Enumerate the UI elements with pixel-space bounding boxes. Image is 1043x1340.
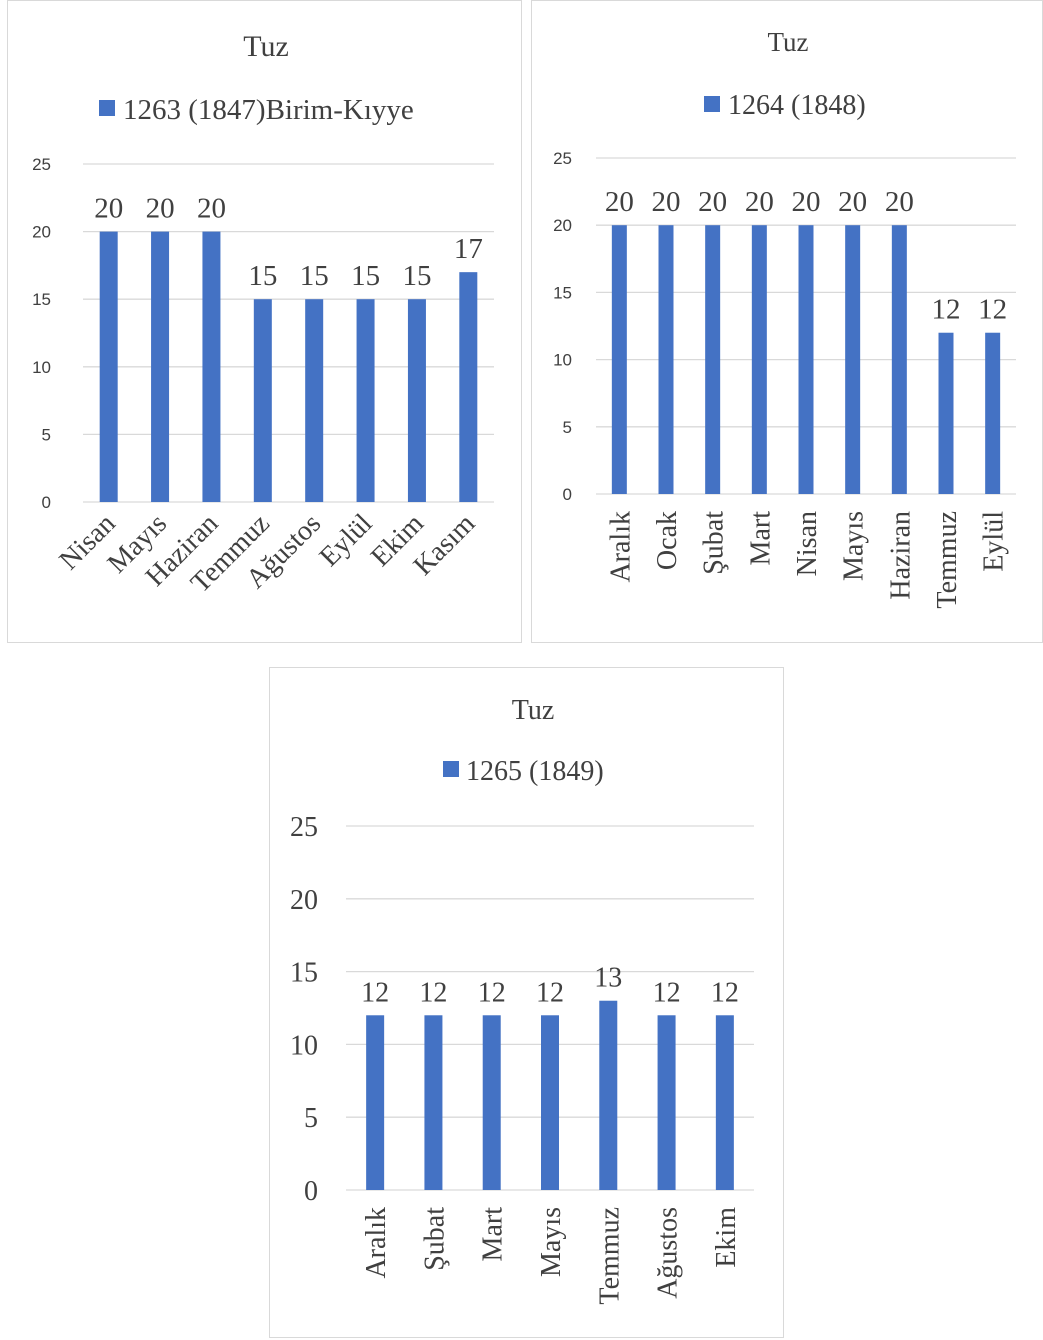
chart-1848-x-tick-label: Ocak	[652, 511, 683, 570]
chart-1849-y-tick-label: 0	[304, 1176, 318, 1207]
chart-1848-data-label: 20	[745, 186, 774, 218]
chart-1849-x-tick-label: Mart	[478, 1207, 509, 1262]
chart-1849-data-label: 12	[419, 977, 447, 1008]
chart-1848-x-tick-label: Mart	[745, 511, 776, 566]
chart-1849-y-tick-label: 20	[290, 885, 318, 916]
chart-1848-y-tick-label: 15	[553, 283, 572, 302]
chart-1847-data-label: 15	[248, 260, 277, 292]
chart-1848-data-label: 20	[698, 186, 727, 218]
chart-1847-y-tick-label: 0	[42, 493, 51, 512]
chart-1849-y-tick-label: 15	[290, 958, 318, 989]
chart-1847-title: Tuz	[243, 30, 289, 63]
chart-1849-bar	[657, 1015, 676, 1190]
chart-1847-y-tick-label: 25	[32, 155, 51, 174]
chart-1847-bar	[459, 272, 478, 502]
chart-1849-data-label: 12	[536, 977, 564, 1008]
chart-1848-data-label: 20	[605, 186, 634, 218]
chart-1848-x-tick-label: Aralık	[605, 511, 636, 583]
chart-1847-bar	[99, 231, 118, 502]
chart-1849-x-tick-label: Mayıs	[536, 1207, 567, 1277]
chart-1848-data-label: 20	[792, 186, 821, 218]
chart-1848-x-tick-label: Eylül	[979, 511, 1010, 572]
chart-1848-bar	[705, 225, 721, 494]
chart-1848-bar	[751, 225, 767, 494]
chart-1847-bar	[151, 231, 170, 502]
chart-1847-bar	[407, 299, 426, 502]
chart-panel-1848: Tuz 1264 (1848) 0 5 10 15 20 25 20 Aralık 20 Ocak 20…	[531, 0, 1043, 643]
chart-panel-1849: Tuz 1265 (1849) 0 5 10 15 20 25 12 Aralık 12 Şubat 1…	[269, 667, 784, 1338]
chart-1849-bar	[715, 1015, 734, 1190]
chart-1847-y-tick-label: 20	[32, 223, 51, 242]
chart-1848-bar	[985, 332, 1001, 494]
chart-1849-data-label: 12	[478, 977, 506, 1008]
chart-1847-bar	[202, 231, 221, 502]
chart-1849-svg: Tuz 1265 (1849) 0 5 10 15 20 25 12 Aralık 12 Şubat 1…	[290, 695, 754, 1305]
chart-1848-x-tick-label: Haziran	[885, 511, 916, 600]
chart-1847-data-label: 15	[351, 260, 380, 292]
chart-1847-legend-swatch	[99, 100, 115, 116]
chart-1848-title: Tuz	[767, 27, 808, 57]
chart-1847-y-tick-label: 15	[32, 290, 51, 309]
chart-1849-data-label: 12	[361, 977, 389, 1008]
chart-1848-bar	[611, 225, 627, 494]
chart-1849-x-tick-label: Aralık	[361, 1207, 392, 1279]
chart-1847-data-label: 20	[94, 193, 123, 225]
chart-1848-y-tick-label: 25	[553, 149, 572, 168]
chart-1849-x-tick-label: Ağustos	[653, 1207, 684, 1299]
chart-1847-data-label: 15	[300, 260, 329, 292]
chart-1848-y-tick-label: 0	[563, 485, 572, 504]
chart-1848-data-label: 20	[885, 186, 914, 218]
chart-1848-data-label: 12	[932, 294, 961, 326]
chart-1849-y-tick-label: 25	[290, 812, 318, 843]
chart-1849-bar	[424, 1015, 443, 1190]
chart-1847-bar	[305, 299, 324, 502]
chart-1848-y-tick-label: 20	[553, 216, 572, 235]
chart-1848-y-tick-label: 5	[563, 418, 572, 437]
chart-1848-y-tick-label: 10	[553, 351, 572, 370]
chart-1849-y-tick-label: 5	[304, 1103, 318, 1134]
chart-1849-bar	[541, 1015, 559, 1190]
chart-1848-bar	[798, 225, 814, 494]
chart-1847-legend-label: 1263 (1847)Birim-Kıyye	[123, 94, 414, 126]
chart-1847-bar	[356, 299, 375, 502]
chart-1849-legend-label: 1265 (1849)	[466, 756, 604, 787]
chart-1849-data-label: 12	[653, 977, 681, 1008]
chart-1847-y-tick-label: 10	[32, 358, 51, 377]
chart-1849-legend-swatch	[443, 761, 459, 777]
chart-1849-bar	[482, 1015, 501, 1190]
chart-1847-data-label: 15	[402, 260, 431, 292]
chart-1848-x-tick-label: Temmuz	[932, 511, 963, 609]
chart-panel-1847: Tuz 1263 (1847)Birim-Kıyye 0 5 10 15 20 25 20 Nis…	[7, 0, 522, 643]
chart-1849-data-label: 13	[594, 963, 622, 994]
chart-1848-x-tick-label: Şubat	[699, 511, 730, 575]
chart-1848-bar	[938, 332, 954, 494]
chart-1848-x-tick-label: Nisan	[792, 511, 823, 576]
chart-1848-data-label: 20	[838, 186, 867, 218]
chart-1849-title: Tuz	[512, 695, 555, 726]
chart-1848-data-label: 12	[978, 294, 1007, 326]
chart-1848-bar	[891, 225, 907, 494]
chart-1848-bar	[658, 225, 674, 494]
chart-1849-x-tick-label: Şubat	[419, 1207, 450, 1271]
chart-1847-bar	[253, 299, 272, 502]
chart-1849-data-label: 12	[711, 977, 739, 1008]
chart-1848-svg: Tuz 1264 (1848) 0 5 10 15 20 25 20 Aralık 20 Ocak 20…	[553, 27, 1016, 609]
chart-1847-data-label: 20	[197, 193, 226, 225]
chart-1849-y-tick-label: 10	[290, 1030, 318, 1061]
chart-1848-data-label: 20	[652, 186, 681, 218]
chart-1848-legend-swatch	[704, 96, 720, 112]
chart-1849-bar	[599, 1000, 618, 1190]
chart-1849-bar	[366, 1015, 385, 1190]
chart-1849-x-tick-label: Ekim	[711, 1207, 742, 1268]
chart-1847-data-label: 17	[454, 233, 483, 265]
chart-1847-data-label: 20	[146, 193, 175, 225]
chart-1848-bar	[845, 225, 861, 494]
chart-1847-y-tick-label: 5	[42, 425, 51, 444]
chart-1848-x-tick-label: Mayıs	[839, 511, 870, 581]
chart-1849-x-tick-label: Temmuz	[594, 1207, 625, 1305]
chart-1847-x-tick-label: Eylül	[314, 508, 379, 573]
chart-1848-legend-label: 1264 (1848)	[728, 90, 866, 121]
